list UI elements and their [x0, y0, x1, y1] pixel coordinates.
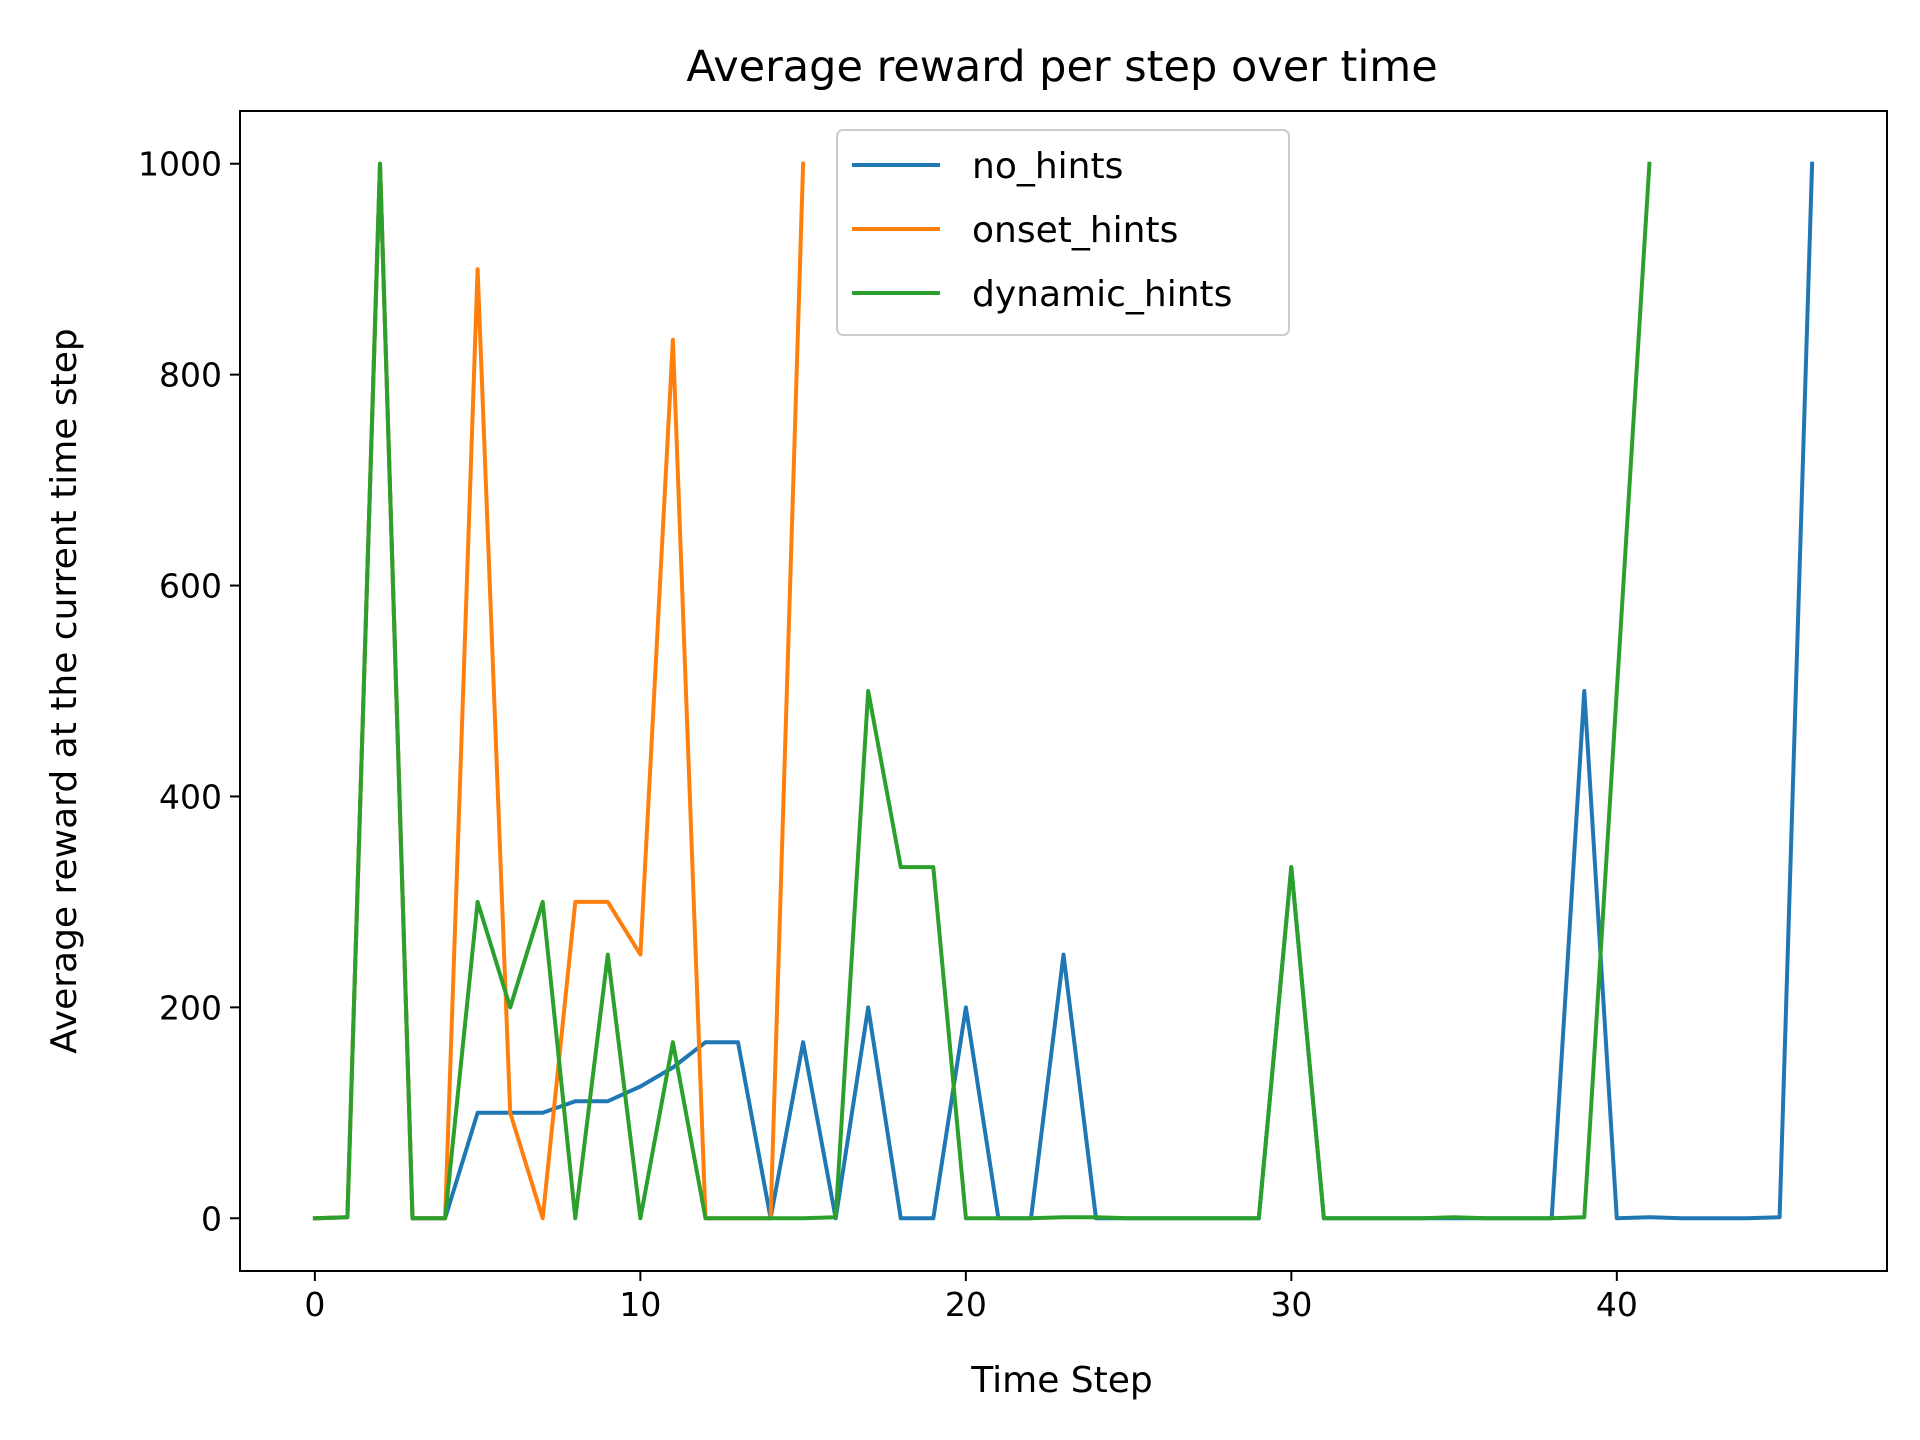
- y-axis-label: Average reward at the current time step: [44, 328, 85, 1054]
- legend-label-dynamic-hints: dynamic_hints: [972, 274, 1232, 315]
- y-tick-label: 800: [159, 356, 222, 395]
- y-tick-label: 200: [159, 988, 222, 1027]
- x-tick-label: 10: [619, 1285, 661, 1324]
- x-axis: 0 10 20 30 40: [304, 1271, 1638, 1324]
- x-tick-label: 0: [304, 1285, 325, 1324]
- x-tick-label: 40: [1596, 1285, 1638, 1324]
- y-tick-label: 400: [159, 777, 222, 816]
- chart-title: Average reward per step over time: [686, 42, 1437, 92]
- legend-frame: [836, 129, 1290, 336]
- y-tick-label: 1000: [138, 145, 222, 184]
- y-tick-label: 600: [159, 567, 222, 606]
- x-tick-label: 20: [945, 1285, 987, 1324]
- legend-label-no-hints: no_hints: [972, 146, 1123, 187]
- plot-frame: [239, 110, 1888, 1272]
- series-line-dynamic-hints: [312, 161, 1652, 1221]
- legend-label-onset-hints: onset_hints: [972, 210, 1178, 251]
- y-tick-label: 0: [201, 1199, 222, 1238]
- legend: no_hints onset_hints dynamic_hints: [836, 129, 1290, 336]
- x-axis-label: Time Step: [970, 1360, 1153, 1401]
- series-layer: [312, 161, 1815, 1221]
- y-axis: 0 200 400 600 800 1000: [138, 145, 240, 1238]
- x-tick-label: 30: [1270, 1285, 1312, 1324]
